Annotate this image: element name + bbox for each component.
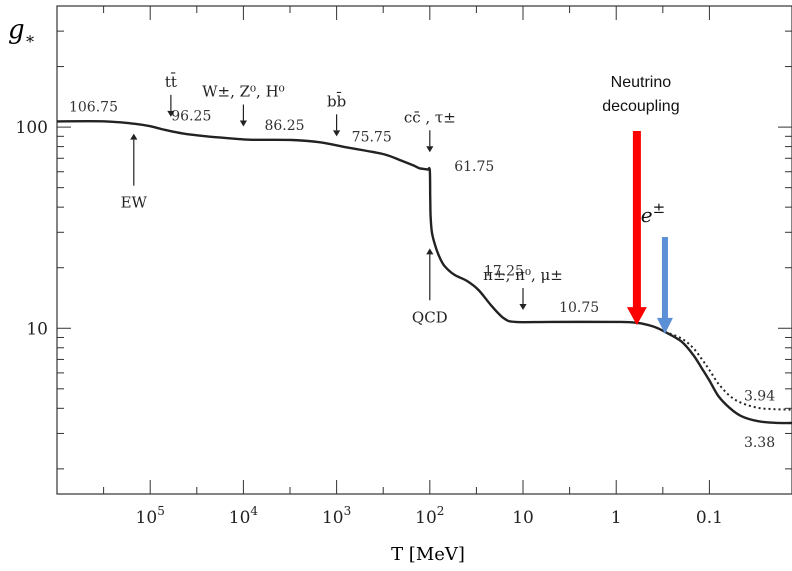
x-tick-label: 103	[322, 504, 351, 528]
arrow-head	[519, 304, 527, 311]
neutrino-callout-label: Neutrino	[611, 74, 672, 91]
axis-ticks	[57, 6, 792, 494]
callouts: Neutrino decoupling e±	[602, 74, 680, 334]
particle-annotation: tt̄	[165, 73, 177, 91]
x-tick-labels: 105 104 103 102 10 1 0.1	[136, 504, 723, 528]
x-tick-label: 10	[512, 508, 534, 528]
value-label: 106.75	[69, 99, 118, 115]
y-axis-label: g∗	[8, 15, 36, 48]
x-tick-label: 0.1	[696, 508, 723, 528]
dotted-series-line	[664, 330, 792, 411]
arrow-head	[426, 248, 434, 255]
value-labels: 106.75 96.25 86.25 75.75 61.75 17.25 10.75 3.94…	[69, 99, 775, 451]
particle-annotation: W±, Z⁰, H⁰	[202, 83, 285, 101]
arrow-head	[239, 120, 248, 127]
arrow-head	[333, 130, 341, 137]
value-label: 17.25	[484, 264, 524, 280]
value-label: 3.94	[744, 389, 775, 405]
x-tick-label: 102	[415, 504, 444, 528]
solid-series-line	[56, 120, 792, 425]
electron-arrow-shaft	[661, 237, 668, 319]
particle-annotation: cc̄ , τ±	[404, 108, 456, 126]
x-tick-label: 105	[136, 504, 165, 528]
x-axis-label: T [MeV]	[391, 544, 465, 565]
y-tick-label: 100	[16, 118, 48, 138]
value-label: 75.75	[352, 129, 392, 145]
arrow-head	[130, 133, 138, 140]
electron-arrow-head	[656, 317, 673, 334]
value-label: 10.75	[559, 300, 599, 316]
particle-annotations: tt̄ W±, Z⁰, H⁰ bb̄ cc̄ , τ± EW QCD π±, π⁰, μ±	[121, 73, 563, 327]
value-label: 61.75	[454, 159, 494, 175]
transition-annotation: EW	[121, 194, 148, 212]
series-lines	[56, 120, 792, 425]
y-tick-label: 10	[26, 319, 48, 339]
value-label: 96.25	[171, 108, 211, 124]
x-tick-label: 104	[229, 504, 259, 528]
particle-annotation: bb̄	[327, 92, 346, 110]
value-label: 86.25	[264, 118, 304, 134]
arrow-head	[426, 146, 434, 153]
y-tick-labels: 100 10	[16, 118, 48, 339]
particle-annotation: π±, π⁰, μ±	[483, 266, 563, 284]
neutrino-callout-label: decoupling	[602, 98, 679, 115]
transition-annotation: QCD	[412, 308, 448, 326]
value-label: 3.38	[744, 435, 775, 451]
arrow-head	[167, 110, 175, 117]
neutrino-arrow-head	[626, 307, 647, 326]
plot-frame	[56, 5, 792, 495]
neutrino-arrow-shaft	[632, 131, 641, 309]
electron-callout-label: e±	[641, 199, 665, 227]
x-tick-label: 1	[611, 508, 622, 528]
